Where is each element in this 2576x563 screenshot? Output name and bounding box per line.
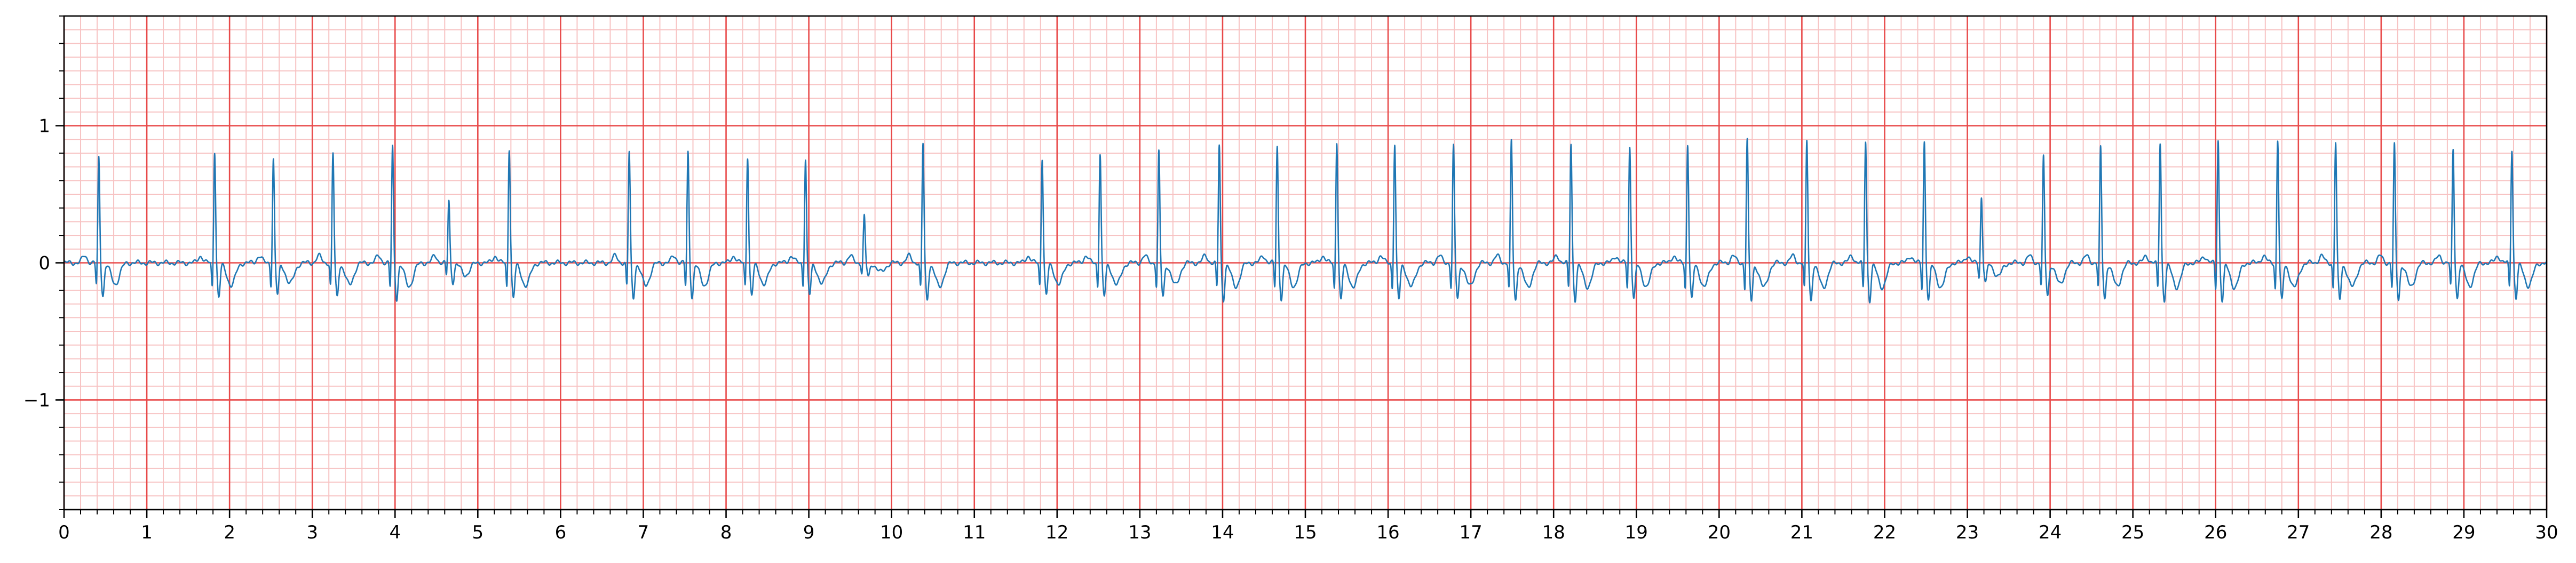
ecg-series-line: [64, 138, 2548, 304]
x-tick-label: 12: [1045, 522, 1068, 543]
x-tick-label: 18: [1542, 522, 1565, 543]
x-tick-label: 13: [1128, 522, 1151, 543]
x-tick-label: 29: [2452, 522, 2475, 543]
x-tick-label: 17: [1460, 522, 1483, 543]
x-tick-label: 21: [1790, 522, 1813, 543]
x-tick-label: 1: [141, 522, 153, 543]
x-tick-label: 28: [2369, 522, 2392, 543]
x-tick-label: 9: [803, 522, 815, 543]
x-tick-label: 23: [1956, 522, 1979, 543]
x-tick-label: 22: [1873, 522, 1896, 543]
x-tick-label: 16: [1376, 522, 1399, 543]
y-tick-label: 1: [38, 116, 50, 137]
x-tick-label: 4: [389, 522, 401, 543]
x-tick-label: 0: [58, 522, 70, 543]
x-tick-label: 26: [2204, 522, 2227, 543]
x-tick-label: 25: [2121, 522, 2144, 543]
x-tick-label: 15: [1294, 522, 1317, 543]
x-tick-label: 6: [555, 522, 567, 543]
x-tick-label: 5: [472, 522, 484, 543]
y-tick-label: −1: [23, 390, 50, 411]
x-tick-label: 14: [1211, 522, 1234, 543]
x-tick-label: 20: [1708, 522, 1731, 543]
y-axis-ticks: −1 0 1: [23, 15, 64, 510]
x-tick-label: 19: [1625, 522, 1648, 543]
ecg-trace-layer: [64, 138, 2548, 304]
x-tick-label: 7: [638, 522, 649, 543]
x-tick-label: 8: [720, 522, 732, 543]
x-tick-label: 24: [2039, 522, 2062, 543]
x-tick-label: 10: [880, 522, 903, 543]
x-axis-ticks: 0 1 2 3 4 5 6 7 8 9 10 11 12 13 14 15 16 17 18 19 20 21 22 23 24…: [58, 510, 2558, 543]
x-tick-label: 11: [963, 522, 986, 543]
x-tick-label: 30: [2535, 522, 2558, 543]
y-tick-label: 0: [38, 253, 50, 274]
x-tick-label: 3: [306, 522, 318, 543]
x-tick-label: 2: [224, 522, 235, 543]
x-tick-label: 27: [2287, 522, 2310, 543]
